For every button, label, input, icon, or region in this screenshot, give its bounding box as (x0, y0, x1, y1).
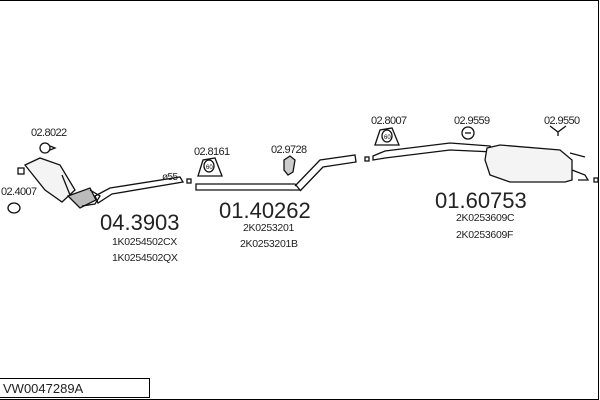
oem-number: 2K0253201 (243, 222, 295, 234)
rear-muffler (484, 144, 573, 183)
flange (186, 178, 192, 184)
hanger-icon (283, 155, 296, 176)
oem-number: 1K0254502QX (112, 252, 178, 264)
accessory-label: 02.8022 (31, 127, 67, 139)
hanger-size-text: 60 (384, 135, 391, 141)
hanger-size-text: 60 (206, 165, 213, 171)
hanger-icon (374, 127, 400, 146)
part-number: 01.60753 (435, 188, 527, 213)
accessory-label: 02.8161 (194, 146, 230, 158)
accessory-label: 02.9550 (544, 115, 580, 127)
clamp-icon (461, 126, 475, 140)
part-number: 01.40262 (219, 198, 311, 223)
front-pipe (94, 176, 185, 204)
oem-number: 2K0253609F (456, 229, 514, 241)
accessory-label: 02.9728 (271, 144, 307, 156)
accessory-label: 02.4007 (1, 186, 37, 198)
pipe-diameter-label: ø55 (162, 172, 178, 183)
bracket-icon (549, 125, 567, 136)
accessory-label: 02.8007 (371, 115, 407, 127)
middle-pipe (195, 183, 302, 191)
oem-number: 2K0253201B (240, 238, 298, 250)
catalytic-converter (17, 157, 101, 209)
oem-number: 2K0253609C (456, 212, 515, 224)
clamp-icon (39, 142, 57, 154)
gasket-icon (7, 202, 21, 214)
part-number: 04.3903 (100, 210, 180, 235)
diagram-code: VW0047289A (0, 378, 150, 398)
hanger-icon (197, 157, 223, 177)
oem-number: 1K0254502CX (112, 236, 178, 248)
accessory-label: 02.9559 (454, 115, 490, 127)
